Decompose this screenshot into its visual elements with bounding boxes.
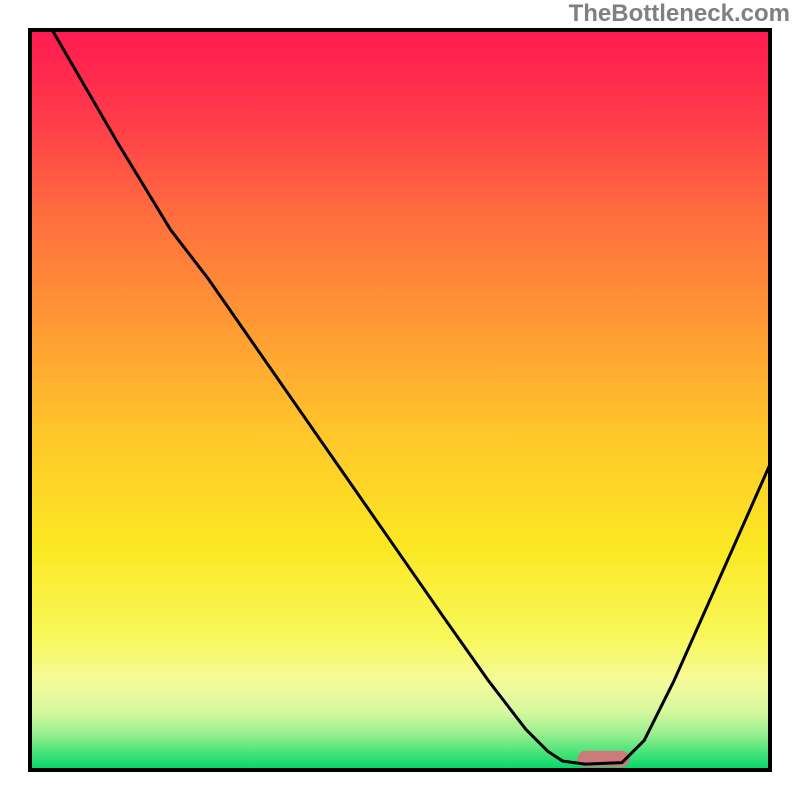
chart-container: { "watermark": { "text": "TheBottleneck.… [0, 0, 800, 800]
gradient-background [30, 30, 770, 770]
bottleneck-chart [0, 0, 800, 800]
watermark-text: TheBottleneck.com [569, 0, 790, 28]
